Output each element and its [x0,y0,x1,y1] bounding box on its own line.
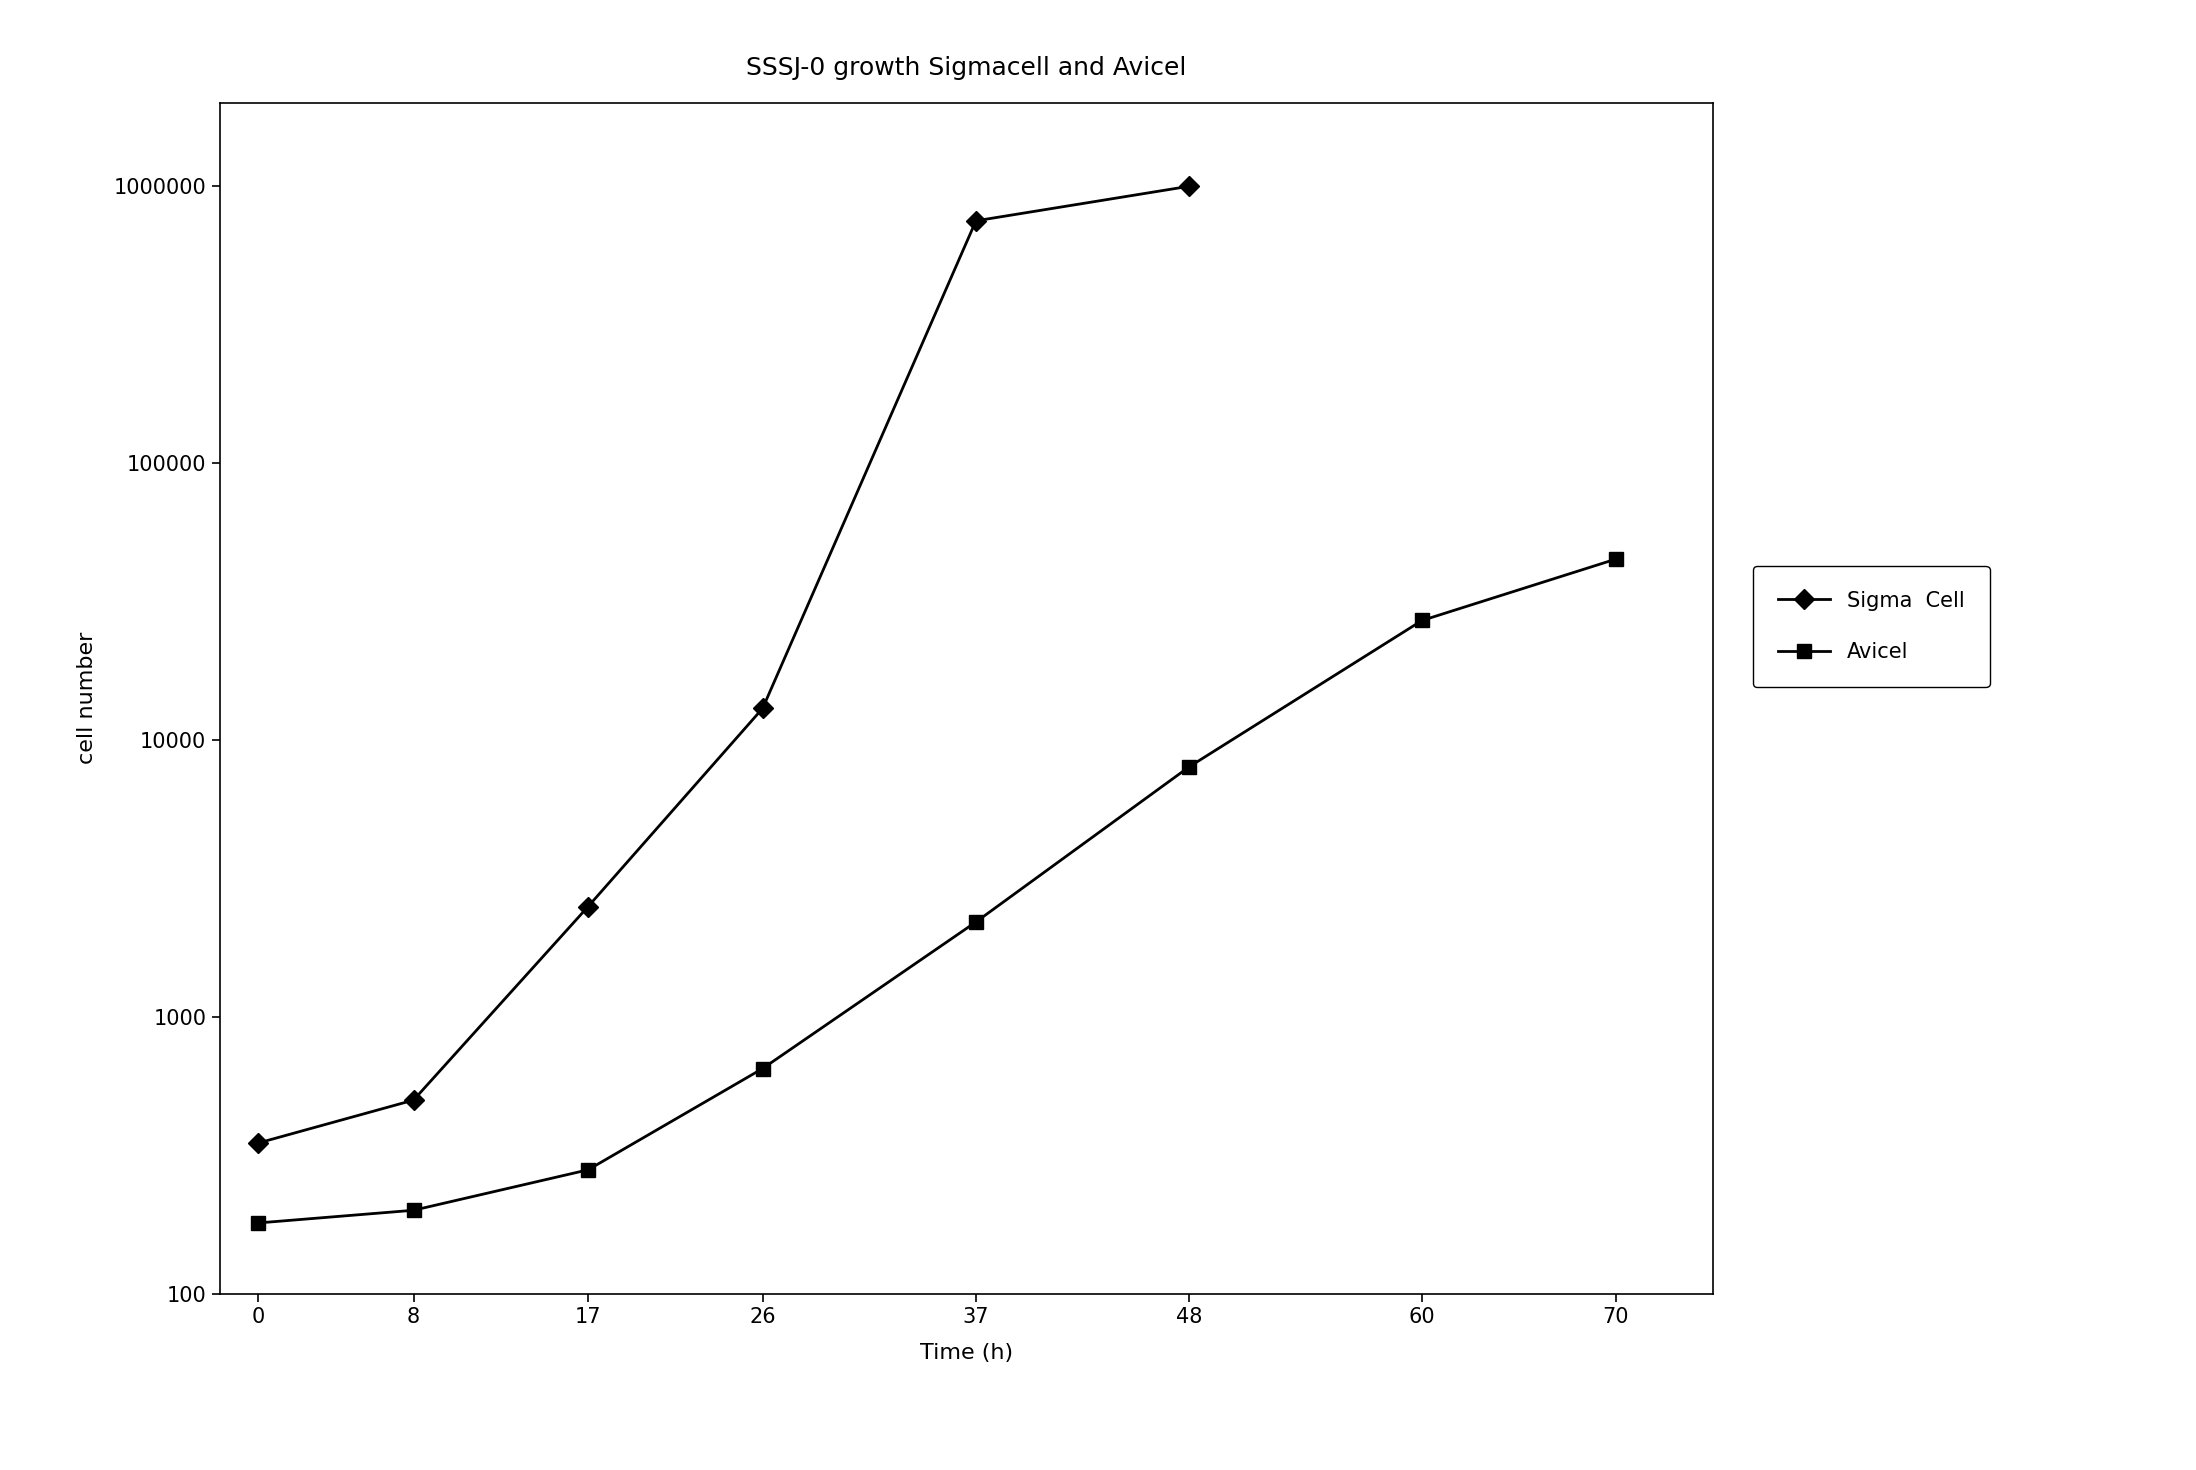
Avicel [749,1060,775,1078]
Avicel [246,1214,272,1232]
Avicel [575,1161,602,1179]
Sigma  Cell [400,1091,426,1108]
Line: Sigma  Cell: Sigma Cell [253,179,1197,1150]
Sigma  Cell [962,212,988,229]
Avicel [1410,612,1436,629]
Sigma  Cell [749,700,775,717]
Sigma  Cell [575,898,602,916]
X-axis label: Time (h): Time (h) [920,1344,1012,1364]
Sigma  Cell [246,1135,272,1152]
Avicel [962,913,988,931]
Line: Avicel: Avicel [253,553,1623,1230]
Avicel [1603,550,1629,567]
Sigma  Cell [1177,178,1203,196]
Avicel [400,1201,426,1219]
Title: SSSJ-0 growth Sigmacell and Avicel: SSSJ-0 growth Sigmacell and Avicel [747,56,1186,81]
Avicel [1177,759,1203,776]
Legend: Sigma  Cell, Avicel: Sigma Cell, Avicel [1752,566,1990,686]
Y-axis label: cell number: cell number [77,632,97,764]
